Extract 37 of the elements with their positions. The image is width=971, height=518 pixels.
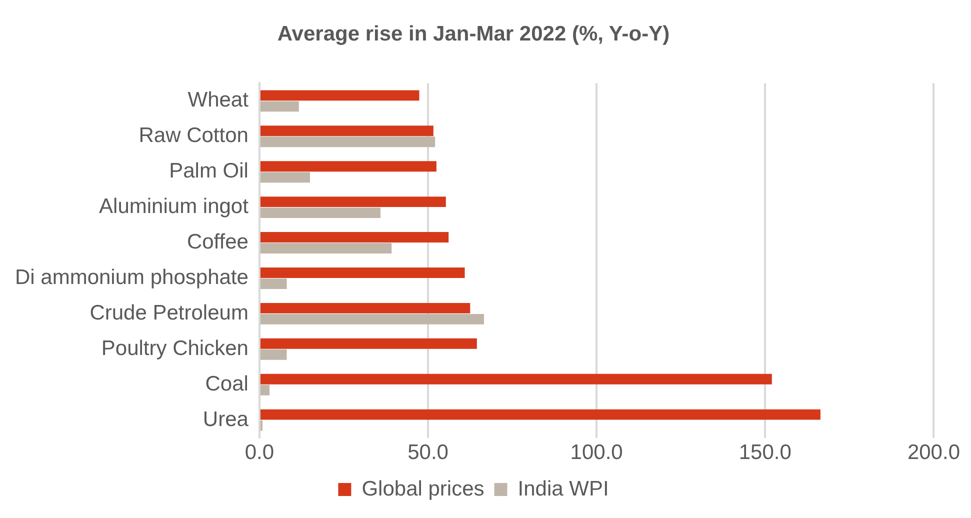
- legend-label: India WPI: [518, 477, 609, 500]
- bar: [260, 349, 287, 360]
- bar: [260, 243, 392, 254]
- x-tick-label: 100.0: [570, 441, 623, 464]
- legend-label: Global prices: [362, 477, 484, 500]
- x-tick-label: 200.0: [907, 441, 960, 464]
- bar: [260, 338, 477, 349]
- chart-title: Average rise in Jan-Mar 2022 (%, Y-o-Y): [277, 22, 670, 46]
- y-tick-label: Coffee: [186, 230, 248, 254]
- bar: [260, 278, 287, 289]
- bar: [260, 90, 420, 101]
- bar: [260, 101, 299, 112]
- bar: [260, 268, 465, 278]
- bar: [260, 126, 434, 136]
- bar: [260, 314, 484, 324]
- x-tick-label: 150.0: [738, 441, 792, 464]
- bar: [260, 232, 449, 242]
- y-tick-label: Raw Cotton: [138, 124, 248, 148]
- y-tick-label: Poultry Chicken: [101, 336, 248, 360]
- y-tick-label: Crude Petroleum: [90, 301, 248, 324]
- bar: [260, 409, 820, 420]
- y-tick-label: Wheat: [188, 88, 249, 112]
- bar: [260, 172, 310, 183]
- bar: [260, 208, 380, 218]
- y-tick-label: Urea: [202, 408, 249, 431]
- y-tick-label: Di ammonium phosphate: [15, 266, 248, 290]
- y-tick-label: Aluminium ingot: [99, 195, 249, 218]
- bar: [260, 161, 436, 172]
- bar: [260, 302, 470, 314]
- bar: [260, 196, 446, 208]
- bar: [260, 136, 436, 148]
- bar: [260, 374, 772, 384]
- y-tick-label: Coal: [205, 372, 248, 396]
- x-tick-label: 50.0: [408, 441, 448, 464]
- y-tick-label: Palm Oil: [169, 160, 248, 183]
- x-tick-label: 0.0: [244, 441, 274, 464]
- bar: [260, 384, 270, 396]
